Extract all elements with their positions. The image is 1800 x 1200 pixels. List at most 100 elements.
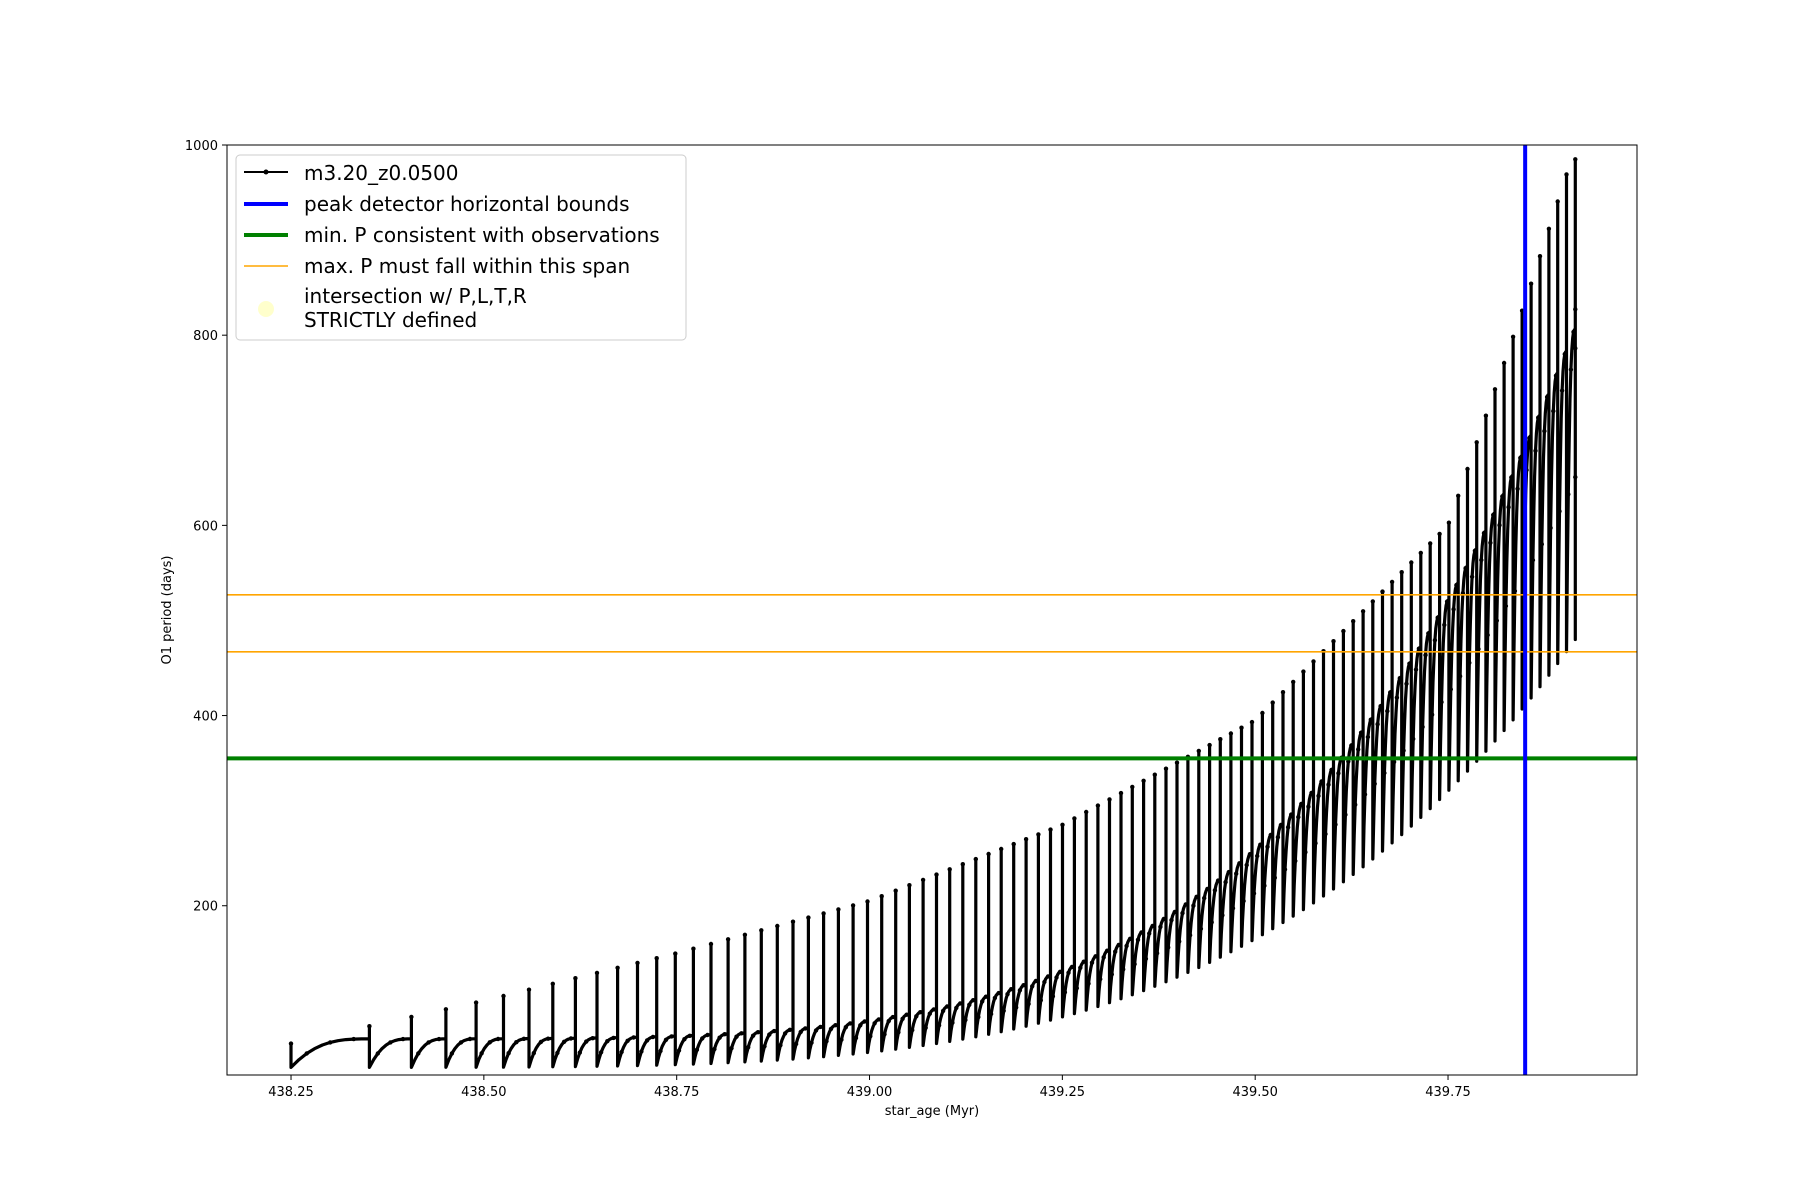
series-point (473, 1000, 479, 1005)
series-point (1497, 523, 1502, 528)
series-point (1121, 967, 1126, 972)
series-point (836, 907, 841, 912)
series-point (1209, 920, 1214, 925)
series-point (619, 1049, 624, 1055)
series-point (1456, 493, 1461, 498)
series-point (1081, 959, 1087, 964)
series-point (1385, 708, 1390, 714)
series-point (1205, 886, 1210, 892)
series-point (1275, 835, 1281, 840)
series-point (1432, 638, 1438, 643)
series-point (1301, 669, 1306, 674)
series-point (1465, 466, 1470, 472)
series-point (1187, 933, 1193, 938)
series-point (1011, 841, 1016, 847)
series-point (1045, 974, 1051, 979)
y-tick-label: 600 (193, 519, 218, 534)
series-point (1515, 486, 1520, 491)
series-point (1528, 281, 1534, 286)
series-point (426, 1040, 431, 1045)
series-point (717, 1035, 722, 1040)
series-point (1244, 862, 1249, 868)
series-point (694, 1047, 700, 1053)
series-point (907, 883, 912, 888)
series-point (798, 1029, 803, 1035)
series-point (1194, 894, 1199, 899)
series-point (625, 1038, 630, 1044)
series-point (1409, 560, 1414, 565)
series-point (1282, 867, 1288, 872)
series-point (828, 1026, 834, 1032)
series-point (725, 937, 731, 942)
series-point (304, 1051, 309, 1056)
series-point (1291, 679, 1296, 685)
series-point (1397, 676, 1403, 681)
series-point (611, 1035, 616, 1041)
series-point (1220, 913, 1225, 918)
series-point (996, 990, 1001, 996)
series-point (734, 1034, 739, 1039)
series-point (900, 1016, 905, 1021)
series-point (1372, 781, 1377, 786)
series-point (687, 1033, 692, 1039)
series-point (1407, 661, 1412, 666)
series-point (1546, 226, 1552, 231)
series-point (1323, 831, 1328, 837)
series-point (848, 1021, 853, 1026)
series-point (1566, 492, 1571, 497)
series-point (1023, 837, 1029, 842)
series-point (1135, 937, 1141, 942)
series-point (1074, 985, 1080, 991)
series-point (1278, 822, 1284, 828)
series-point (1262, 883, 1267, 888)
series-point (862, 1019, 867, 1024)
series-point (918, 1010, 923, 1015)
y-tick-label: 800 (193, 329, 218, 344)
series-point (787, 1027, 793, 1033)
series-point (1215, 878, 1221, 883)
series-point (561, 1039, 567, 1045)
series-point (988, 1011, 994, 1017)
series-point (1241, 898, 1246, 904)
legend-box (235, 154, 687, 341)
series-point (1139, 930, 1144, 935)
series-point (750, 1033, 756, 1038)
series-point (487, 1040, 492, 1045)
series-point (449, 1051, 455, 1056)
x-tick-label: 439.25 (1040, 1085, 1086, 1100)
series-point (631, 1035, 636, 1040)
series-point (1573, 157, 1578, 162)
series-point (682, 1037, 687, 1042)
series-point (1370, 599, 1376, 604)
series-point (1038, 998, 1044, 1003)
series-point (1542, 428, 1547, 434)
series-point (1491, 512, 1496, 518)
legend-label-intersection-line2: STRICTLY defined (304, 308, 477, 332)
series-point (896, 1030, 901, 1035)
series-point (1539, 542, 1545, 547)
series-point (992, 995, 998, 1001)
series-point (1472, 548, 1478, 553)
series-point (650, 1034, 656, 1040)
series-point (436, 1036, 442, 1042)
series-point (495, 1036, 501, 1042)
series-point (712, 1046, 717, 1052)
series-point (700, 1036, 705, 1041)
legend-label-max-p: max. P must fall within this span (304, 254, 630, 278)
series-point (644, 1038, 650, 1043)
series-point (1469, 574, 1475, 579)
series-point (755, 1030, 761, 1035)
series-point (1309, 790, 1314, 796)
series-point (1147, 931, 1152, 936)
series-point (839, 1037, 844, 1042)
series-point (1485, 632, 1490, 638)
series-point (1258, 842, 1263, 847)
series-point (986, 851, 991, 857)
series-point (1311, 659, 1316, 664)
series-point (1089, 960, 1095, 965)
series-point (1444, 599, 1450, 604)
series-point (635, 960, 640, 966)
series-point (1353, 802, 1358, 807)
series-point (1066, 970, 1071, 975)
